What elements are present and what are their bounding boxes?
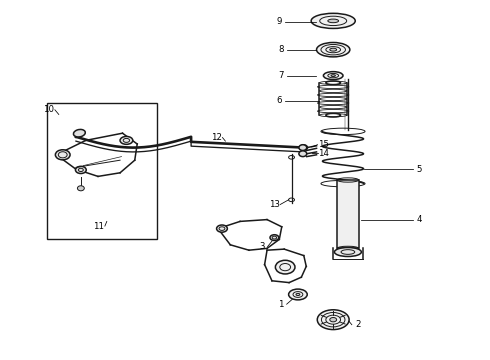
Text: 7: 7 <box>278 71 284 80</box>
Ellipse shape <box>75 166 86 174</box>
Ellipse shape <box>275 260 295 274</box>
Ellipse shape <box>289 289 307 300</box>
Ellipse shape <box>217 225 227 232</box>
Circle shape <box>77 186 84 191</box>
Text: 12: 12 <box>211 133 222 142</box>
Bar <box>337 180 359 248</box>
Text: 1: 1 <box>278 300 284 309</box>
Text: 5: 5 <box>416 165 422 174</box>
Text: 11: 11 <box>94 222 104 231</box>
Ellipse shape <box>330 318 337 322</box>
Ellipse shape <box>317 42 350 57</box>
Text: 13: 13 <box>269 200 280 209</box>
Text: 8: 8 <box>278 45 284 54</box>
Ellipse shape <box>299 151 307 157</box>
Bar <box>47 103 157 239</box>
Ellipse shape <box>328 19 339 23</box>
Text: 10: 10 <box>44 105 54 114</box>
Text: 9: 9 <box>277 17 282 26</box>
Ellipse shape <box>330 48 337 51</box>
Text: 14: 14 <box>318 149 329 158</box>
Ellipse shape <box>74 130 85 137</box>
Ellipse shape <box>311 13 355 28</box>
Ellipse shape <box>270 235 279 240</box>
Ellipse shape <box>296 293 300 296</box>
Ellipse shape <box>55 150 70 160</box>
Ellipse shape <box>318 310 349 330</box>
Ellipse shape <box>331 75 335 76</box>
Ellipse shape <box>299 145 307 150</box>
Ellipse shape <box>323 72 343 80</box>
Text: 4: 4 <box>416 215 422 224</box>
Ellipse shape <box>334 248 362 256</box>
Text: 3: 3 <box>259 242 265 251</box>
Ellipse shape <box>120 136 133 144</box>
Text: 6: 6 <box>276 96 282 105</box>
Text: 2: 2 <box>355 320 361 329</box>
Text: 15: 15 <box>318 140 329 149</box>
